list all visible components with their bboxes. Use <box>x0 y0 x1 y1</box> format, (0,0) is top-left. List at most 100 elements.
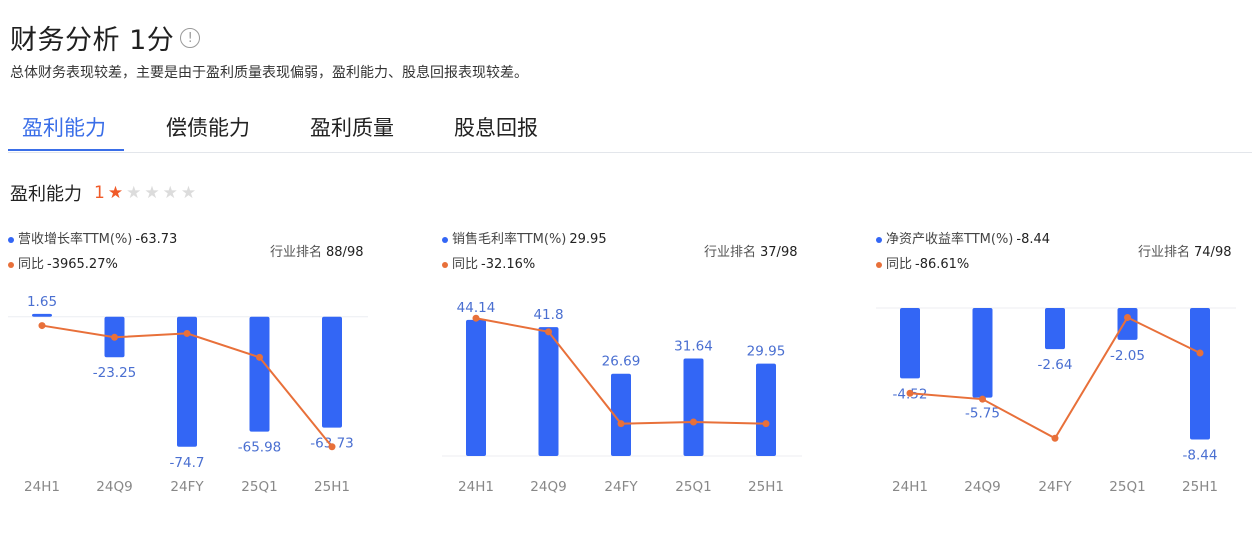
yoy-point <box>690 418 697 426</box>
chart-panel-gross-margin: 销售毛利率TTM(%) 29.95 同比 -32.16% 行业排名 37/98 44.… <box>442 222 842 522</box>
legend-compare: 同比 -32.16% <box>442 253 535 272</box>
rank-value: 37/98 <box>760 245 798 260</box>
bar-25H1 <box>322 316 342 428</box>
data-label: 31.64 <box>674 338 713 354</box>
industry-rank: 行业排名 88/98 <box>270 241 363 260</box>
bar-24Q9 <box>972 308 993 398</box>
section-title: 盈利能力 <box>10 184 82 205</box>
x-tick-label: 24Q9 <box>530 479 566 495</box>
bar-dot-icon <box>442 236 448 243</box>
tab-bar: 盈利能力 偿债能力 盈利质量 股息回报 <box>8 100 1252 153</box>
summary-text: 总体财务表现较差，主要是由于盈利质量表现偏弱，盈利能力、股息回报表现较差。 <box>10 65 528 81</box>
yoy-point <box>328 443 336 451</box>
compare-value: -32.16% <box>481 257 536 272</box>
legend-metric: 销售毛利率TTM(%) 29.95 <box>442 228 607 247</box>
bar-24H1 <box>466 319 486 456</box>
page-title: 财务分析 1分 <box>10 25 175 56</box>
compare-label: 同比 <box>18 257 45 272</box>
data-label: -2.64 <box>1038 357 1073 373</box>
metric-label: 销售毛利率TTM(%) <box>452 232 567 247</box>
data-label: -65.98 <box>238 440 282 456</box>
bar-dot-icon <box>876 236 882 243</box>
legend-metric: 营收增长率TTM(%) -63.73 <box>8 228 177 247</box>
section-header: 盈利能力 1 ★ ★ ★ ★ ★ <box>10 180 196 206</box>
bar-24FY <box>611 373 631 456</box>
data-label: 29.95 <box>747 344 786 360</box>
compare-label: 同比 <box>886 257 913 272</box>
yoy-point <box>472 314 480 322</box>
data-label: 1.65 <box>27 294 57 310</box>
chart-panel-revenue-growth: 营收增长率TTM(%) -63.73 同比 -3965.27% 行业排名 88/98 … <box>8 222 408 522</box>
rank-value: 88/98 <box>326 245 364 260</box>
x-tick-label: 24FY <box>604 479 638 495</box>
data-label: -74.7 <box>170 455 205 471</box>
x-tick-label: 25Q1 <box>1109 479 1145 495</box>
yoy-point <box>762 420 770 428</box>
legend-metric: 净资产收益率TTM(%) -8.44 <box>876 228 1050 247</box>
yoy-point <box>256 353 263 361</box>
chart-svg: 44.14 24H1 41.8 24Q9 26.69 24FY 31.64 25Q1 29.95… <box>442 300 802 495</box>
data-label: -23.25 <box>93 365 137 381</box>
star-empty-icon: ★ <box>126 183 142 203</box>
star-empty-icon: ★ <box>162 183 178 203</box>
info-icon[interactable]: ! <box>180 27 201 48</box>
bar-24H1 <box>32 313 52 317</box>
compare-value: -86.61% <box>915 257 970 272</box>
yoy-point <box>617 420 625 428</box>
x-tick-label: 25H1 <box>748 479 784 495</box>
bar-24H1 <box>900 308 920 379</box>
yoy-point <box>1124 313 1131 321</box>
yoy-point <box>111 333 118 341</box>
x-tick-label: 25Q1 <box>241 479 277 495</box>
metric-label: 净资产收益率TTM(%) <box>886 232 1014 247</box>
yoy-point <box>38 322 46 330</box>
x-tick-label: 24FY <box>170 479 204 495</box>
x-tick-label: 24FY <box>1038 479 1072 495</box>
tab-earnings-quality[interactable]: 盈利质量 <box>310 116 394 140</box>
tab-dividend-return[interactable]: 股息回报 <box>454 116 538 140</box>
data-label: -2.05 <box>1110 348 1145 364</box>
x-tick-label: 24Q9 <box>964 479 1000 495</box>
yoy-point <box>906 389 914 397</box>
data-label: 26.69 <box>602 354 641 370</box>
x-tick-label: 25Q1 <box>675 479 711 495</box>
metric-value: -8.44 <box>1016 232 1051 247</box>
rank-label: 行业排名 <box>704 245 757 260</box>
metric-value: -63.73 <box>135 232 178 247</box>
line-dot-icon <box>8 261 14 268</box>
line-dot-icon <box>442 261 448 268</box>
legend-compare: 同比 -3965.27% <box>8 253 118 272</box>
data-label: -8.44 <box>1183 447 1218 463</box>
bar-25H1 <box>756 363 776 456</box>
data-label: 44.14 <box>457 300 496 316</box>
compare-value: -3965.27% <box>47 257 118 272</box>
data-label: -5.75 <box>965 406 1000 422</box>
star-filled-icon: ★ <box>107 183 124 203</box>
x-tick-label: 24H1 <box>24 479 60 495</box>
x-tick-label: 25H1 <box>1182 479 1218 495</box>
x-tick-label: 24Q9 <box>96 479 132 495</box>
chart-svg: 1.6524H1-23.2524Q9-74.724FY-65.9825Q1-63… <box>8 294 368 495</box>
active-tab-indicator <box>8 149 124 151</box>
tab-profitability[interactable]: 盈利能力 <box>22 116 106 140</box>
data-label: 41.8 <box>533 307 563 323</box>
tab-solvency[interactable]: 偿债能力 <box>166 116 250 140</box>
star-empty-icon: ★ <box>144 183 160 203</box>
line-dot-icon <box>876 261 882 268</box>
rating-score: 1 <box>94 183 105 203</box>
metric-value: 29.95 <box>569 232 607 247</box>
bar-25Q1 <box>1117 308 1138 340</box>
x-tick-label: 24H1 <box>458 479 494 495</box>
bar-dot-icon <box>8 236 14 243</box>
industry-rank: 行业排名 74/98 <box>1138 241 1231 260</box>
yoy-point <box>183 329 191 337</box>
bar-24FY <box>1045 308 1065 350</box>
bar-25Q1 <box>683 358 704 456</box>
yoy-point <box>979 395 986 403</box>
rank-label: 行业排名 <box>270 245 323 260</box>
x-tick-label: 25H1 <box>314 479 350 495</box>
legend-compare: 同比 -86.61% <box>876 253 969 272</box>
bar-24Q9 <box>538 327 559 456</box>
compare-label: 同比 <box>452 257 479 272</box>
